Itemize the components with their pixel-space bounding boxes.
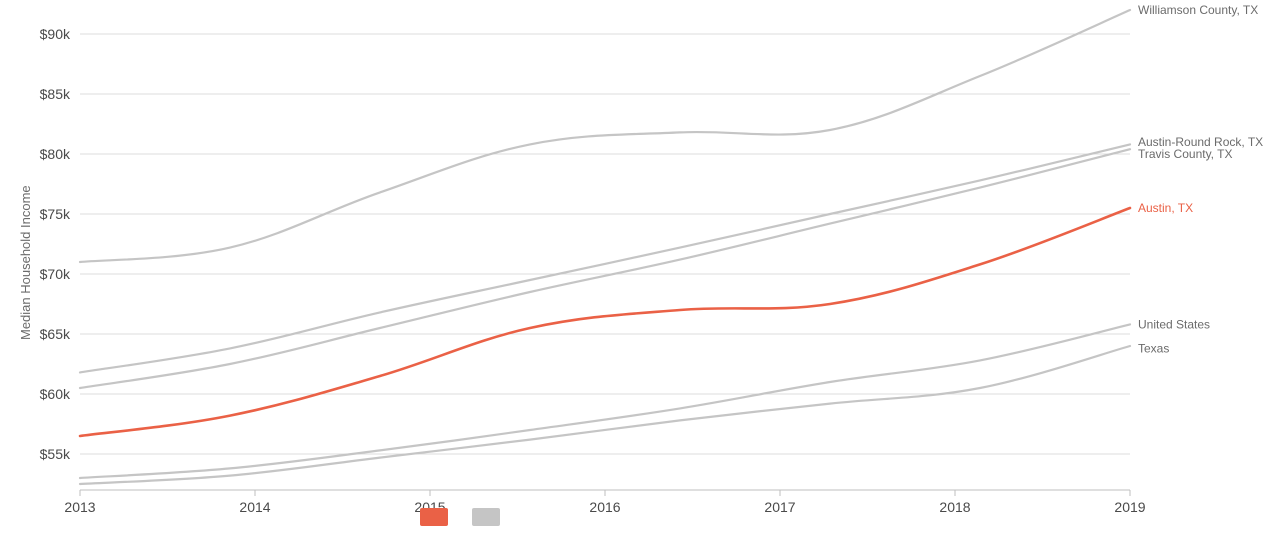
y-axis-label: Median Household Income [18, 185, 33, 340]
x-tick-label: 2018 [939, 499, 970, 515]
y-tick-label: $60k [40, 386, 71, 402]
y-tick-label: $65k [40, 326, 71, 342]
series-end-label: Texas [1138, 341, 1169, 355]
y-tick-label: $75k [40, 206, 71, 222]
y-tick-label: $90k [40, 26, 71, 42]
y-tick-label: $70k [40, 266, 71, 282]
legend [420, 508, 500, 526]
median-income-line-chart: $55k $60k $65k $70k $75k $80k $85k $90k 2013 2014… [0, 0, 1286, 547]
y-tick-label: $85k [40, 86, 71, 102]
y-tick-label: $80k [40, 146, 71, 162]
legend-swatch [420, 508, 448, 526]
legend-swatch [472, 508, 500, 526]
legend-item [472, 508, 500, 526]
x-tick-label: 2013 [64, 499, 95, 515]
series-end-label: Travis County, TX [1138, 147, 1232, 161]
y-tick-label: $55k [40, 446, 71, 462]
x-tick-label: 2014 [239, 499, 270, 515]
legend-item [420, 508, 448, 526]
x-tick-label: 2019 [1114, 499, 1145, 515]
series-end-label: Williamson County, TX [1138, 3, 1258, 17]
x-tick-label: 2017 [764, 499, 795, 515]
series-end-label: Austin, TX [1138, 201, 1193, 215]
x-tick-label: 2016 [589, 499, 620, 515]
chart-svg: $55k $60k $65k $70k $75k $80k $85k $90k 2013 2014… [0, 0, 1286, 547]
series-end-label: United States [1138, 317, 1210, 331]
